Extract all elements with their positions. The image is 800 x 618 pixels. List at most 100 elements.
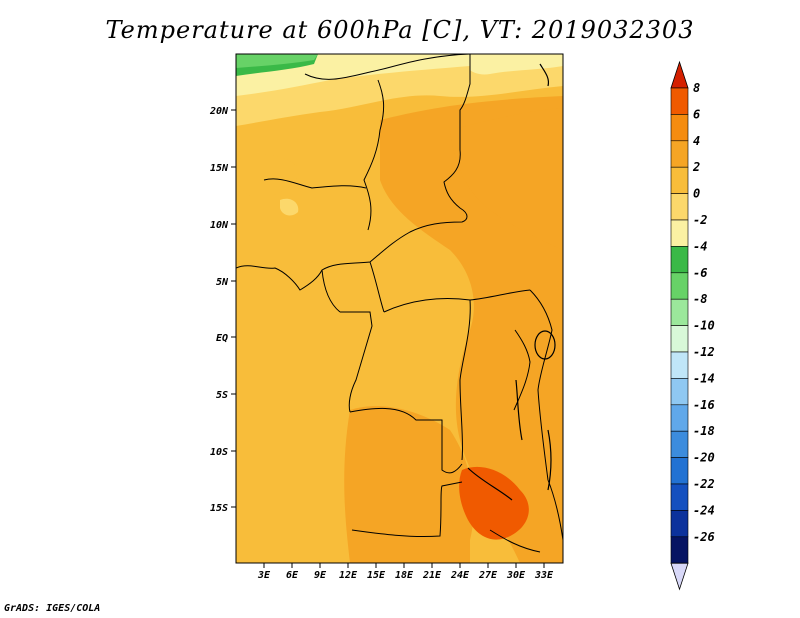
- lon-tick: 9E: [314, 563, 327, 581]
- colorbar-swatch: [670, 351, 689, 379]
- svg-text:18E: 18E: [395, 570, 414, 581]
- lon-axis: 3E 6E 9E 12E 15E 18E 21E 24E 27E 30E 33E: [257, 563, 554, 581]
- colorbar-label: -16: [693, 398, 715, 412]
- lat-tick: 15N: [210, 163, 236, 174]
- field-lake-chad-cool: [280, 198, 299, 216]
- colorbar-label: -14: [693, 371, 715, 385]
- lon-tick: 33E: [534, 563, 554, 581]
- border-south-africa: [489, 529, 541, 553]
- svg-text:15S: 15S: [210, 503, 228, 514]
- svg-text:15E: 15E: [367, 570, 386, 581]
- field-ne-cold: [470, 54, 563, 75]
- svg-text:9E: 9E: [314, 570, 327, 581]
- border-gabon-congo: [340, 311, 373, 413]
- lat-tick: 5N: [216, 277, 236, 288]
- svg-text:10N: 10N: [210, 220, 229, 231]
- field-warm-south: [344, 406, 474, 563]
- lake-malawi: [547, 429, 552, 491]
- border-namibia: [351, 481, 463, 538]
- svg-text:5N: 5N: [216, 277, 229, 288]
- svg-text:10S: 10S: [210, 447, 228, 458]
- colorbar-swatch: [670, 457, 689, 485]
- lon-tick: 12E: [339, 563, 358, 581]
- colorbar-label: -26: [693, 530, 715, 544]
- svg-text:EQ: EQ: [216, 333, 228, 344]
- colorbar-label: -6: [693, 266, 707, 280]
- lat-tick: 5S: [216, 390, 236, 401]
- lon-tick: 27E: [478, 563, 498, 581]
- colorbar-label: -24: [693, 503, 715, 517]
- country-borders: [236, 54, 563, 553]
- colorbar-label: -10: [693, 319, 715, 333]
- svg-text:3E: 3E: [257, 570, 271, 581]
- lakes: [467, 63, 556, 501]
- lat-tick: 10S: [210, 447, 236, 458]
- svg-text:21E: 21E: [422, 570, 442, 581]
- svg-text:24E: 24E: [450, 570, 470, 581]
- colorbar-label: 4: [693, 134, 700, 148]
- lon-tick: 15E: [367, 563, 386, 581]
- lat-tick: 15S: [210, 503, 236, 514]
- colorbar-swatch: [670, 166, 689, 194]
- lat-tick: EQ: [216, 333, 236, 344]
- border-chad-niger: [363, 79, 385, 231]
- field-hot-core: [459, 466, 529, 540]
- colorbar-label: 2: [692, 160, 700, 174]
- nile-delta: [539, 63, 550, 87]
- colorbar-label: -18: [693, 424, 715, 438]
- colorbar: 8 6 4 2 0 -2 -4 -6 -8 -10 -12 -14 -16 -18 -20 -22 -24 -26: [670, 60, 715, 591]
- lake-victoria: [534, 330, 556, 360]
- colorbar-swatch: [670, 246, 689, 274]
- colorbar-swatch: [670, 219, 689, 247]
- chart-title: Temperature at 600hPa [C], VT: 201903230…: [105, 16, 695, 44]
- lake-tanganyika: [515, 379, 523, 441]
- colorbar-swatch: [670, 430, 689, 458]
- border-nigeria-north: [263, 178, 367, 189]
- field-west-patch: [236, 154, 300, 197]
- colorbar-swatch: [670, 378, 689, 406]
- colorbar-swatch: [670, 404, 689, 432]
- colorbar-swatch: [670, 536, 689, 564]
- colorbar-swatch: [670, 298, 689, 326]
- border-drc-east: [459, 299, 471, 461]
- temperature-field: [236, 54, 563, 563]
- lat-tick: 20N: [209, 106, 236, 117]
- border-drc-north: [383, 289, 531, 313]
- map-frame: [235, 53, 564, 564]
- colorbar-label: -8: [693, 292, 707, 306]
- lat-tick: 10N: [210, 220, 236, 231]
- svg-text:5S: 5S: [216, 390, 228, 401]
- colorbar-label: -4: [693, 239, 707, 253]
- svg-text:12E: 12E: [339, 570, 358, 581]
- colorbar-swatch: [670, 87, 689, 115]
- border-great-lakes: [513, 329, 531, 411]
- colorbar-label: 0: [693, 187, 700, 201]
- border-angola-north: [349, 407, 463, 474]
- colorbar-label: -22: [693, 477, 715, 491]
- colorbar-swatch: [670, 140, 689, 168]
- svg-text:27E: 27E: [478, 570, 498, 581]
- colorbar-top-arrow: [670, 60, 689, 89]
- lake-kariba: [467, 467, 513, 501]
- field-warm-ne: [450, 108, 563, 250]
- svg-text:15N: 15N: [210, 163, 229, 174]
- colorbar-swatch: [670, 325, 689, 353]
- colorbar-swatch: [670, 272, 689, 300]
- lat-axis: 20N 15N 10N 5N EQ 5S 10S 15S: [209, 106, 236, 514]
- lon-tick: 3E: [257, 563, 271, 581]
- field-lightgreen-patch: [236, 54, 318, 68]
- colorbar-label: -20: [693, 451, 715, 465]
- border-cameroon-west: [321, 269, 341, 313]
- colorbar-swatch: [670, 510, 689, 538]
- border-north-belt: [236, 54, 471, 291]
- border-sahara: [304, 54, 471, 80]
- grads-credit: GrADS: IGES/COLA: [4, 603, 101, 614]
- svg-text:20N: 20N: [209, 106, 229, 117]
- colorbar-swatch: [670, 483, 689, 511]
- colorbar-label: 6: [693, 107, 700, 121]
- colorbar-label: -12: [693, 345, 715, 359]
- lon-tick: 30E: [506, 563, 526, 581]
- colorbar-swatch: [670, 193, 689, 221]
- lon-tick: 18E: [395, 563, 414, 581]
